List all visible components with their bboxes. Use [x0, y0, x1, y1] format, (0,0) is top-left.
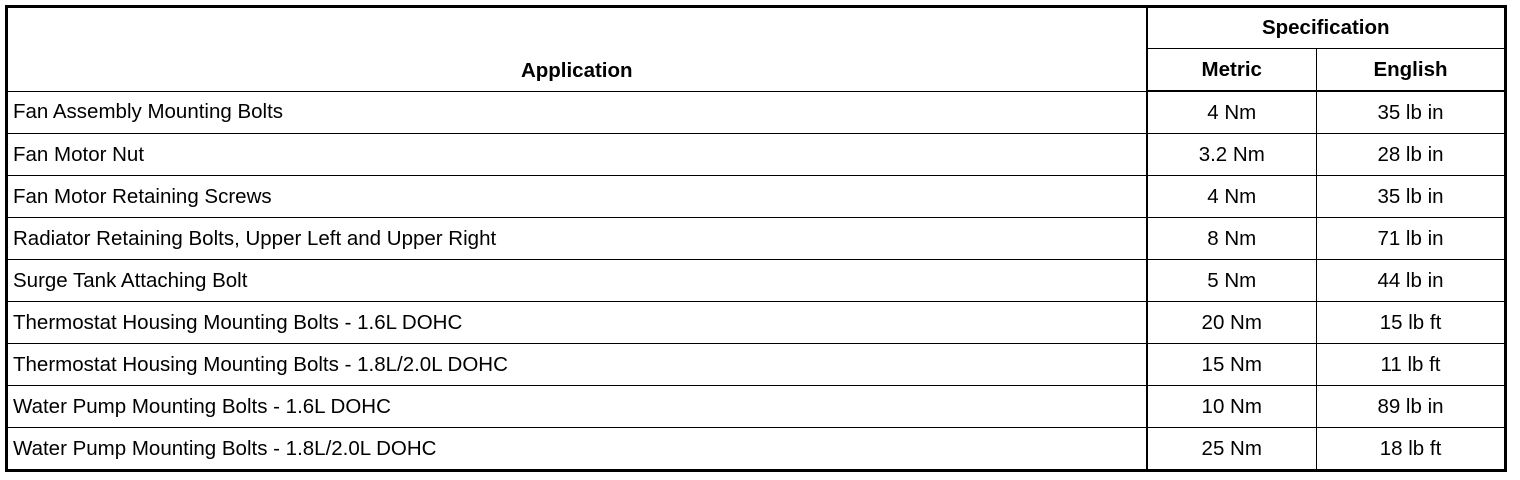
- table-row: Surge Tank Attaching Bolt 5 Nm 44 lb in: [6, 259, 1506, 302]
- cell-english: 71 lb in: [1316, 217, 1506, 260]
- cell-application: Fan Motor Retaining Screws: [6, 175, 1147, 218]
- cell-metric: 10 Nm: [1145, 385, 1317, 428]
- header-application: Application: [6, 6, 1147, 92]
- cell-english: 15 lb ft: [1316, 301, 1506, 344]
- header-row-top: Application Specification: [6, 6, 1506, 92]
- cell-metric: 15 Nm: [1145, 343, 1317, 386]
- table-body: Fan Assembly Mounting Bolts 4 Nm 35 lb in F…: [6, 90, 1506, 471]
- header-row-bottom: Metric English: [7, 48, 1506, 92]
- table-row: Thermostat Housing Mounting Bolts - 1.8L…: [6, 343, 1506, 386]
- cell-english: 18 lb ft: [1316, 427, 1506, 471]
- table-row: Water Pump Mounting Bolts - 1.6L DOHC 10 …: [6, 385, 1506, 428]
- table-row: Fan Motor Nut 3.2 Nm 28 lb in: [6, 133, 1506, 176]
- table-row: Water Pump Mounting Bolts - 1.8L/2.0L DO…: [6, 427, 1506, 471]
- cell-application: Water Pump Mounting Bolts - 1.8L/2.0L DO…: [6, 427, 1147, 471]
- cell-metric: 4 Nm: [1145, 175, 1317, 218]
- table-row: Thermostat Housing Mounting Bolts - 1.6L…: [6, 301, 1506, 344]
- cell-application: Water Pump Mounting Bolts - 1.6L DOHC: [6, 385, 1147, 428]
- cell-application: Surge Tank Attaching Bolt: [6, 259, 1147, 302]
- fastener-specifications-table: Application Specification Metric English…: [5, 5, 1507, 472]
- cell-application: Fan Motor Nut: [6, 133, 1147, 176]
- table-row: Fan Motor Retaining Screws 4 Nm 35 lb in: [6, 175, 1506, 218]
- header-english: English: [1316, 48, 1506, 92]
- cell-metric: 25 Nm: [1145, 427, 1317, 471]
- cell-english: 44 lb in: [1316, 259, 1506, 302]
- cell-metric: 20 Nm: [1145, 301, 1317, 344]
- cell-metric: 4 Nm: [1145, 90, 1317, 134]
- cell-english: 28 lb in: [1316, 133, 1506, 176]
- cell-metric: 3.2 Nm: [1145, 133, 1317, 176]
- cell-application: Fan Assembly Mounting Bolts: [6, 90, 1147, 134]
- header-metric: Metric: [1145, 48, 1317, 92]
- header-specification: Specification: [1145, 6, 1506, 49]
- cell-english: 35 lb in: [1316, 175, 1506, 218]
- cell-english: 89 lb in: [1316, 385, 1506, 428]
- cell-application: Radiator Retaining Bolts, Upper Left and…: [6, 217, 1147, 260]
- cell-application: Thermostat Housing Mounting Bolts - 1.8L…: [6, 343, 1147, 386]
- table-row: Fan Assembly Mounting Bolts 4 Nm 35 lb in: [6, 90, 1506, 134]
- cell-metric: 8 Nm: [1145, 217, 1317, 260]
- table-row: Radiator Retaining Bolts, Upper Left and…: [6, 217, 1506, 260]
- cell-english: 35 lb in: [1316, 90, 1506, 134]
- cell-application: Thermostat Housing Mounting Bolts - 1.6L…: [6, 301, 1147, 344]
- cell-metric: 5 Nm: [1145, 259, 1317, 302]
- cell-english: 11 lb ft: [1316, 343, 1506, 386]
